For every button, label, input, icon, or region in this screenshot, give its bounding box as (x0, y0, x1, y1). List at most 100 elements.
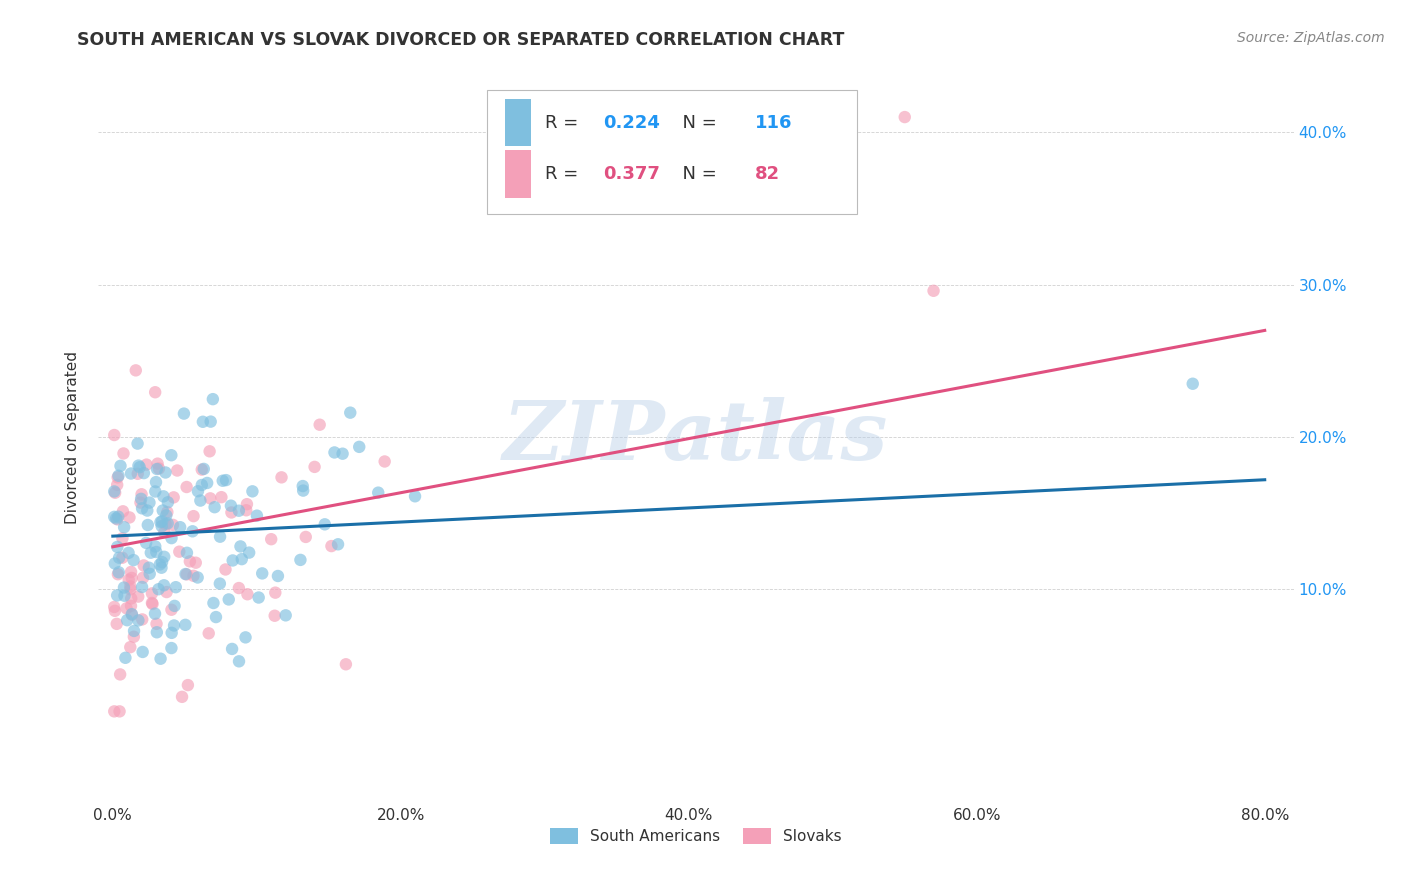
Point (191, 478, 214, 492)
Point (153, 549, 176, 564)
Point (198, 444, 221, 458)
Point (103, 705, 125, 719)
Point (263, 608, 285, 623)
Point (107, 566, 129, 580)
Point (145, 616, 167, 631)
Point (893, 110, 915, 124)
Text: N =: N = (671, 113, 723, 131)
Text: N =: N = (671, 165, 723, 183)
Point (135, 536, 157, 550)
Point (153, 525, 176, 540)
Point (250, 566, 273, 581)
Point (214, 562, 236, 576)
Point (191, 415, 214, 429)
Point (103, 509, 125, 524)
Point (115, 613, 138, 627)
Point (205, 610, 228, 624)
Point (108, 667, 131, 681)
Point (138, 566, 160, 581)
Point (174, 617, 197, 632)
Point (132, 558, 155, 573)
Point (235, 503, 257, 517)
Point (339, 406, 361, 420)
Point (108, 550, 131, 565)
Point (156, 516, 179, 531)
Point (141, 596, 163, 610)
Point (221, 642, 243, 657)
Point (264, 585, 287, 599)
Point (148, 582, 170, 597)
Point (120, 467, 142, 481)
Point (200, 491, 222, 506)
Point (111, 531, 134, 545)
Point (150, 560, 173, 574)
Point (169, 544, 191, 558)
Point (120, 640, 142, 655)
Text: 0.224: 0.224 (603, 113, 659, 131)
Point (177, 678, 200, 692)
Point (155, 508, 177, 523)
Text: Source: ZipAtlas.com: Source: ZipAtlas.com (1237, 31, 1385, 45)
Point (148, 461, 170, 475)
Point (156, 505, 179, 519)
Point (132, 571, 155, 585)
Point (201, 392, 224, 406)
Text: R =: R = (546, 113, 585, 131)
Point (129, 491, 152, 506)
Point (120, 591, 142, 606)
Point (209, 530, 232, 544)
Point (922, 284, 945, 298)
Point (247, 591, 270, 605)
Point (146, 625, 169, 640)
Point (349, 440, 371, 454)
FancyBboxPatch shape (486, 90, 858, 214)
Text: 82: 82 (755, 165, 780, 183)
Point (260, 532, 283, 546)
Point (135, 458, 157, 472)
Point (183, 569, 205, 583)
Point (231, 552, 253, 566)
Point (181, 524, 204, 539)
Text: 116: 116 (755, 113, 792, 131)
Point (200, 415, 222, 429)
Point (122, 553, 145, 567)
Point (105, 512, 128, 526)
Point (215, 473, 238, 487)
Point (304, 459, 326, 474)
Point (321, 539, 343, 553)
Point (146, 462, 169, 476)
Point (122, 630, 145, 644)
Point (335, 657, 357, 672)
Point (153, 578, 176, 592)
Text: SOUTH AMERICAN VS SLOVAK DIVORCED OR SEPARATED CORRELATION CHART: SOUTH AMERICAN VS SLOVAK DIVORCED OR SEP… (77, 31, 845, 49)
Point (176, 567, 198, 582)
Point (149, 651, 172, 665)
Point (127, 436, 149, 450)
Point (104, 557, 127, 571)
Point (236, 587, 259, 601)
Point (228, 581, 250, 595)
Point (105, 588, 128, 602)
Point (202, 596, 225, 610)
Point (197, 626, 219, 640)
FancyBboxPatch shape (505, 150, 531, 197)
Point (367, 485, 389, 500)
Point (246, 508, 269, 523)
Point (160, 531, 183, 545)
Point (112, 446, 135, 460)
Point (131, 501, 153, 516)
Point (111, 504, 134, 518)
Y-axis label: Divorced or Separated: Divorced or Separated (65, 351, 80, 524)
Point (193, 462, 215, 476)
Point (104, 485, 127, 500)
Point (127, 458, 149, 473)
Point (184, 556, 207, 570)
Point (132, 466, 155, 480)
Point (125, 363, 148, 377)
Point (136, 518, 159, 533)
Point (120, 579, 142, 593)
Point (121, 607, 143, 622)
Point (1181, 376, 1204, 391)
Point (114, 589, 136, 603)
Text: ZIPatlas: ZIPatlas (503, 397, 889, 477)
